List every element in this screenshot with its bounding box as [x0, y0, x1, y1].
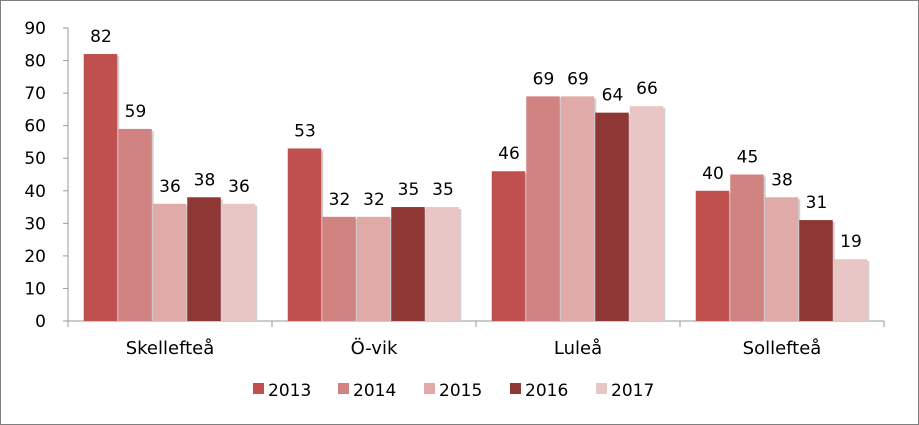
bar — [695, 190, 730, 321]
x-category-label: Ö-vik — [351, 337, 398, 359]
legend-swatch — [596, 383, 607, 394]
data-label: 32 — [329, 190, 351, 210]
bar — [118, 128, 152, 321]
data-label: 69 — [533, 69, 555, 89]
bar — [560, 96, 595, 321]
data-label: 35 — [398, 180, 420, 200]
y-tick-label: 20 — [24, 247, 46, 267]
bar — [764, 197, 799, 321]
data-label: 36 — [159, 177, 181, 197]
bar — [425, 207, 460, 321]
y-tick-label: 90 — [24, 19, 46, 39]
data-label: 46 — [498, 144, 520, 164]
data-label: 82 — [90, 27, 112, 47]
bar — [356, 216, 391, 321]
data-label: 69 — [567, 69, 589, 89]
y-tick-label: 30 — [24, 214, 46, 234]
data-label: 38 — [194, 170, 216, 190]
bar — [287, 148, 322, 321]
data-label: 31 — [806, 193, 828, 213]
legend-swatch — [510, 383, 521, 394]
data-label: 19 — [840, 232, 862, 252]
data-label: 59 — [125, 102, 147, 122]
y-tick-label: 50 — [24, 149, 46, 169]
legend-label: 2017 — [611, 381, 654, 401]
bar — [391, 207, 425, 321]
legend-label: 2013 — [268, 381, 311, 401]
legend-label: 2015 — [439, 381, 482, 401]
data-label: 53 — [294, 121, 316, 141]
bar — [833, 259, 868, 321]
bar — [221, 203, 256, 321]
bar — [526, 96, 560, 321]
x-category-label: Luleå — [554, 338, 602, 359]
bar — [799, 220, 833, 321]
data-label: 35 — [432, 180, 454, 200]
bar — [595, 112, 629, 322]
data-label: 32 — [363, 190, 385, 210]
data-label: 38 — [771, 170, 793, 190]
bar — [730, 174, 764, 321]
x-category-label: Skellefteå — [126, 338, 215, 359]
y-tick-label: 0 — [35, 312, 46, 332]
y-tick-label: 80 — [24, 52, 46, 72]
bar — [629, 106, 664, 321]
legend-label: 2016 — [525, 381, 568, 401]
y-tick-label: 10 — [24, 279, 46, 299]
bar — [491, 171, 526, 321]
legend-swatch — [253, 383, 264, 394]
legend-label: 2014 — [353, 381, 396, 401]
y-tick-label: 40 — [24, 182, 46, 202]
y-tick-label: 70 — [24, 84, 46, 104]
data-label: 40 — [702, 164, 724, 184]
data-label: 64 — [602, 86, 624, 106]
bar — [322, 216, 356, 321]
bar — [152, 203, 187, 321]
data-label: 36 — [228, 177, 250, 197]
legend-swatch — [424, 383, 435, 394]
bar — [83, 54, 118, 322]
bar — [187, 197, 221, 321]
legend-swatch — [338, 383, 349, 394]
x-category-label: Sollefteå — [743, 338, 822, 359]
data-label: 45 — [737, 148, 759, 168]
y-tick-label: 60 — [24, 117, 46, 137]
data-label: 66 — [636, 79, 658, 99]
